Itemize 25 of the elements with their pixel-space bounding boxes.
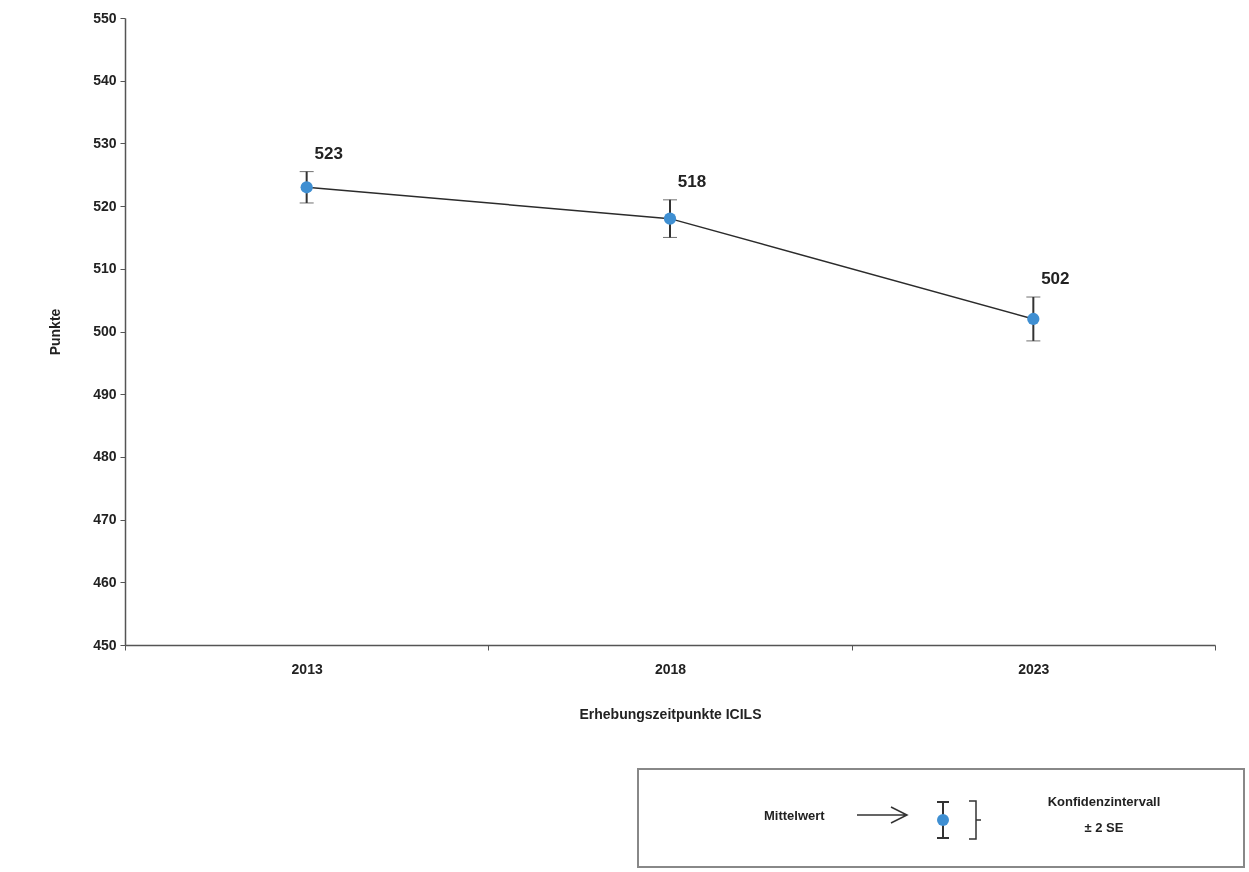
text: Konfidenzintervall: [1046, 794, 1162, 809]
y-tick-label: 480: [93, 448, 117, 465]
data-label: 518: [677, 171, 707, 191]
y-tick-label: 550: [93, 9, 117, 26]
x-tick-label: 2018: [654, 660, 687, 677]
point: [1027, 312, 1040, 326]
x-axis-title: Erhebungszeitpunkte ICILS: [579, 705, 762, 722]
text: ± 2 SE: [1083, 820, 1125, 835]
y-axis-title: Punkte: [47, 308, 64, 356]
y-tick-label: 460: [93, 573, 117, 590]
y-tick-label: 510: [93, 260, 117, 277]
text: Mittelwert: [764, 808, 825, 823]
y-tick-label: 530: [93, 134, 117, 151]
y-tick-label: 520: [93, 197, 117, 214]
point: [663, 212, 677, 225]
y-tick-label: 540: [93, 72, 117, 89]
x-tick-label: 2013: [291, 660, 323, 677]
y-tick-label: 450: [93, 636, 117, 653]
data-label: 502: [1041, 269, 1070, 289]
y-tick-label: 470: [93, 511, 117, 528]
data-label: 523: [314, 143, 343, 163]
point: [300, 181, 313, 194]
x-tick-label: 2023: [1018, 660, 1050, 677]
y-tick-label: 490: [93, 385, 117, 402]
y-tick-label: 500: [93, 323, 117, 339]
